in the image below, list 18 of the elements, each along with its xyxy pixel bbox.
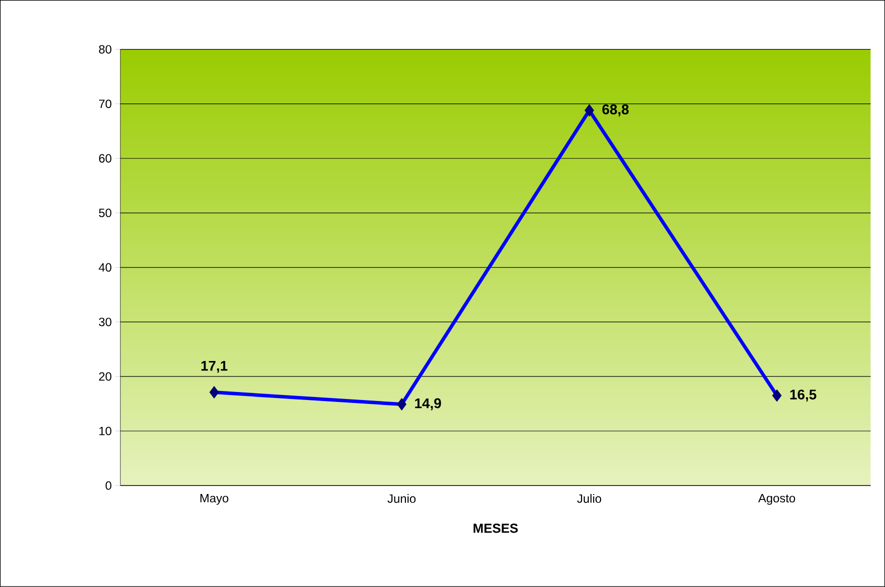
data-label: 14,9 xyxy=(415,398,441,410)
x-axis-title: MESES xyxy=(474,524,518,533)
x-tick-label: Junio xyxy=(388,494,416,503)
x-tick-label: Agosto xyxy=(758,494,796,505)
x-tick-label: Mayo xyxy=(200,494,228,505)
data-label: 68,8 xyxy=(602,104,629,116)
y-tick-label: 20 xyxy=(99,372,112,381)
y-tick-label: 70 xyxy=(99,100,112,108)
data-label: 17,1 xyxy=(201,361,228,373)
x-tick-label: Julio xyxy=(577,494,602,503)
y-tick-label: 80 xyxy=(98,45,112,54)
data-label: 16,5 xyxy=(790,390,816,402)
y-tick-label: 30 xyxy=(98,318,112,326)
y-tick-label: 0 xyxy=(106,481,112,490)
y-tick-label: 60 xyxy=(99,154,112,163)
y-tick-label: 40 xyxy=(98,263,112,272)
y-tick-label: 50 xyxy=(98,208,112,218)
y-tick-label: 10 xyxy=(99,426,112,436)
